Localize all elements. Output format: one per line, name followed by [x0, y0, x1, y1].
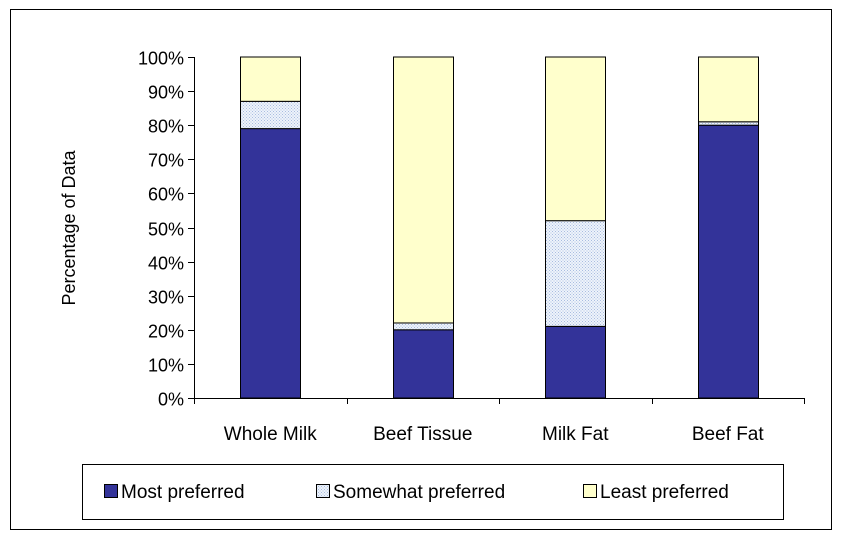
y-tick-label: 50% [148, 220, 184, 240]
y-tick-label: 40% [148, 254, 184, 274]
y-tick-label: 100% [138, 49, 184, 69]
x-axis: Whole Milk Beef Tissue Milk Fat Beef Fat [194, 398, 805, 445]
bar-most-preferred [240, 128, 301, 399]
y-tick-label: 60% [148, 185, 184, 205]
legend-label: Least preferred [600, 482, 729, 503]
x-tick-label: Beef Tissue [373, 424, 472, 445]
y-tick-label: 90% [148, 83, 184, 103]
legend-label: Somewhat preferred [333, 482, 505, 503]
bar-most-preferred [545, 325, 606, 399]
legend-label: Most preferred [121, 482, 245, 503]
bar-least-preferred [698, 56, 759, 123]
legend-box [82, 464, 784, 520]
y-tick-label: 0% [158, 390, 184, 410]
y-tick-label: 20% [148, 322, 184, 342]
y-tick-label: 70% [148, 151, 184, 171]
bar-somewhat-preferred [240, 100, 301, 130]
bar-somewhat-preferred [698, 121, 759, 126]
bar-least-preferred [545, 56, 606, 222]
legend-swatch [104, 484, 118, 498]
x-tick-label: Beef Fat [692, 424, 765, 445]
bar-somewhat-preferred [545, 220, 606, 327]
legend-swatch [583, 484, 597, 498]
x-tick-label: Whole Milk [224, 424, 317, 445]
bar-somewhat-preferred [393, 322, 454, 331]
x-tick-label: Milk Fat [542, 424, 609, 445]
bar-most-preferred [698, 124, 759, 399]
bar-least-preferred [240, 56, 301, 102]
legend-swatch [316, 484, 330, 498]
y-tick-label: 30% [148, 288, 184, 308]
y-axis-title: Percentage of Data [59, 149, 79, 305]
y-tick-label: 10% [148, 356, 184, 376]
legend: Most preferred Somewhat preferred Least pr… [82, 464, 784, 520]
y-axis: 0% 10% 20% 30% 40% 50% 60% 70% 80% 90% 100% [138, 49, 195, 410]
bar-least-preferred [393, 56, 454, 324]
bar-most-preferred [393, 329, 454, 399]
bars-layer [240, 56, 759, 399]
y-tick-label: 80% [148, 117, 184, 137]
